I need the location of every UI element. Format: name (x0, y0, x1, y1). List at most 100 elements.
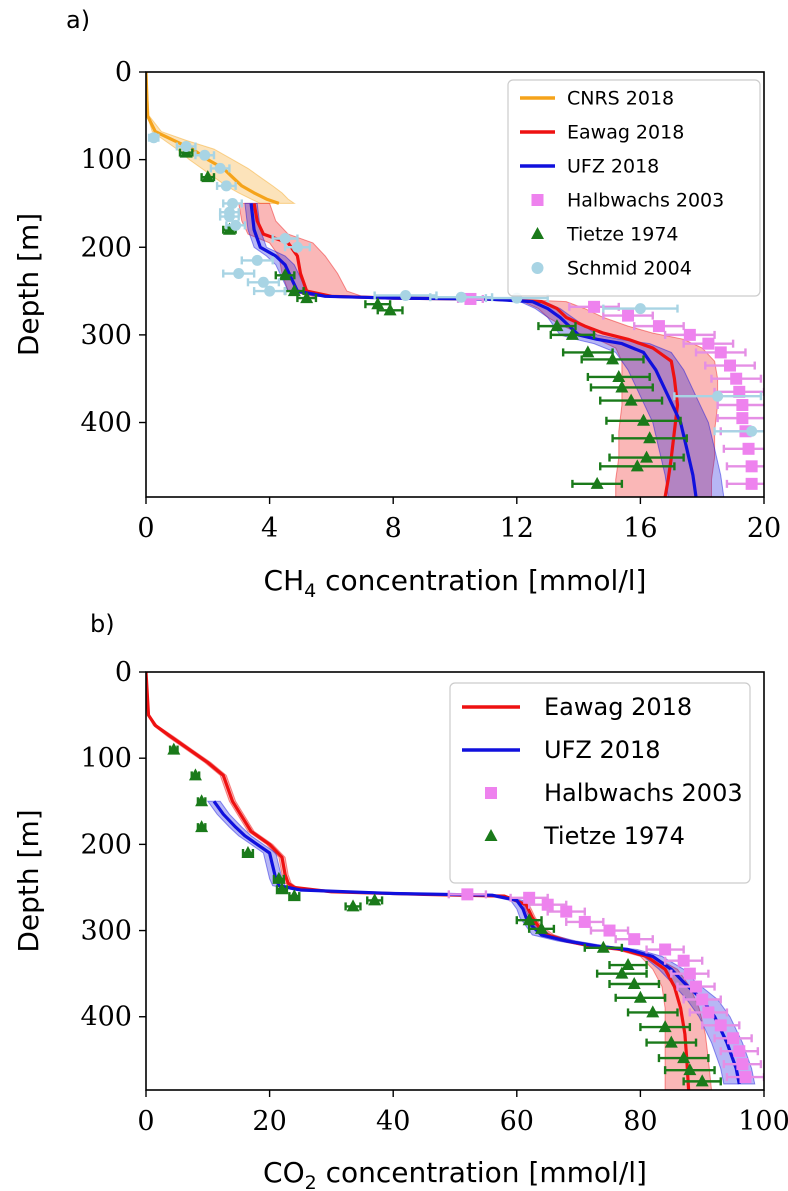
data-point (622, 309, 635, 322)
data-point (664, 1035, 678, 1048)
y-tick-label: 100 (80, 743, 132, 774)
y-tick-label: 400 (80, 1002, 132, 1033)
data-point (634, 303, 646, 315)
legend-label-eawag-2018: Eawag 2018 (567, 121, 684, 143)
y-tick-label: 0 (115, 657, 132, 688)
data-point (223, 206, 235, 218)
data-point (230, 219, 242, 231)
data-point (603, 924, 616, 937)
data-point (565, 327, 579, 340)
x-tick-label: 16 (623, 513, 657, 544)
data-point (560, 905, 573, 918)
data-point (278, 268, 292, 281)
series-points-schmid-2004 (147, 132, 764, 437)
legend: Eawag 2018 UFZ 2018 Halbwachs 2003 Tietze 1… (449, 682, 751, 884)
plot-area (146, 72, 764, 497)
data-point (646, 1005, 660, 1018)
data-point (291, 241, 303, 253)
data-point (659, 943, 672, 956)
legend-marker-halbwachs-2003 (531, 194, 544, 206)
data-point (148, 132, 160, 144)
data-point (677, 954, 690, 967)
data-point (640, 450, 654, 463)
data-point (195, 820, 209, 833)
data-point (742, 442, 755, 455)
legend-marker-tietze-1974 (531, 227, 544, 239)
data-point (643, 431, 657, 444)
data-point (730, 372, 743, 385)
data-point (636, 413, 650, 426)
x-axis-label: CH4 concentration [mmol/l] (264, 564, 647, 602)
series-line-ufz-2018 (249, 203, 698, 497)
data-point (180, 140, 192, 152)
series-line-cnrs-2018 (146, 72, 280, 205)
data-point (633, 990, 647, 1003)
y-tick-label: 400 (80, 408, 132, 439)
legend-label-halbwachs-2003: Halbwachs 2003 (544, 779, 743, 807)
data-point (624, 393, 638, 406)
data-point (714, 346, 727, 359)
x-tick-label: 20 (252, 1106, 286, 1137)
data-point (702, 1006, 715, 1019)
y-axis-label: Depth [m] (12, 213, 45, 356)
y-axis-label: Depth [m] (12, 809, 45, 952)
data-point (652, 320, 665, 333)
data-point (727, 1032, 740, 1045)
axes-frame (145, 71, 765, 498)
data-point (712, 390, 724, 402)
data-point (535, 921, 549, 934)
x-tick-label: 20 (747, 513, 781, 544)
y-tick-label: 0 (115, 57, 132, 88)
y-tick-label: 300 (80, 916, 132, 947)
data-point (714, 1019, 727, 1032)
data-point (287, 284, 301, 297)
x-tick-label: 8 (385, 513, 402, 544)
x-axis-label: CO2 concentration [mmol/l] (263, 1156, 647, 1191)
data-point (628, 933, 641, 946)
legend-marker-tietze-1974 (484, 829, 498, 841)
x-tick-label: 0 (137, 513, 154, 544)
legend-marker-halbwachs-2003 (485, 787, 497, 799)
data-point (279, 232, 291, 244)
data-point (578, 915, 591, 928)
data-point (541, 898, 554, 911)
legend-label-schmid-2004: Schmid 2004 (567, 257, 692, 279)
data-point (188, 768, 202, 781)
data-point (588, 300, 601, 313)
series-points-halbwachs-2003 (447, 888, 764, 1084)
data-point (275, 882, 289, 895)
data-point (615, 380, 629, 393)
legend-label-tietze-1974: Tietze 1974 (566, 223, 679, 245)
legend-frame (507, 79, 761, 297)
data-point (724, 359, 737, 372)
data-point (733, 1045, 746, 1058)
data-point (627, 976, 641, 989)
data-point (264, 285, 276, 297)
data-point (739, 1071, 752, 1084)
data-point (683, 967, 696, 980)
legend: CNRS 2018 Eawag 2018 UFZ 2018 Halbwachs 200… (507, 79, 761, 297)
series-points-tietze-1974 (167, 742, 722, 1087)
data-point (677, 1051, 691, 1064)
legend-label-tietze-1974: Tietze 1974 (543, 822, 685, 850)
data-point (220, 180, 232, 192)
data-point (612, 369, 626, 382)
legend-label-eawag-2018: Eawag 2018 (544, 693, 692, 721)
legend-frame (449, 682, 751, 884)
x-tick-label: 80 (623, 1106, 657, 1137)
x-tick-label: 4 (261, 513, 278, 544)
x-tick-label: 60 (500, 1106, 534, 1137)
data-point (241, 845, 255, 858)
data-point (745, 460, 758, 473)
data-point (455, 291, 467, 303)
panel-label: a) (66, 6, 90, 34)
data-point (550, 319, 564, 332)
x-tick-label: 100 (738, 1106, 788, 1137)
data-point (621, 958, 635, 971)
data-point (346, 899, 360, 912)
data-point (746, 425, 758, 437)
legend-label-cnrs-2018: CNRS 2018 (567, 87, 674, 109)
data-point (736, 398, 749, 411)
data-point (214, 162, 226, 174)
